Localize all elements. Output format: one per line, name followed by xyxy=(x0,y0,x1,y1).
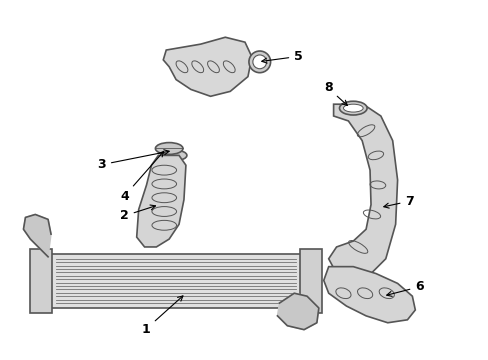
Text: 3: 3 xyxy=(97,150,169,171)
Ellipse shape xyxy=(339,101,366,115)
Polygon shape xyxy=(163,37,251,96)
Text: 1: 1 xyxy=(142,296,183,336)
Polygon shape xyxy=(137,156,185,247)
Text: 6: 6 xyxy=(386,280,423,296)
Ellipse shape xyxy=(155,143,183,154)
Polygon shape xyxy=(328,104,397,282)
FancyBboxPatch shape xyxy=(30,249,52,313)
Text: 5: 5 xyxy=(261,50,303,63)
Text: 7: 7 xyxy=(383,195,413,208)
Polygon shape xyxy=(323,267,414,323)
Ellipse shape xyxy=(343,104,363,112)
Text: 4: 4 xyxy=(120,152,163,203)
Ellipse shape xyxy=(252,55,266,69)
Text: 2: 2 xyxy=(120,205,155,222)
Ellipse shape xyxy=(165,150,186,160)
FancyBboxPatch shape xyxy=(300,249,321,313)
FancyBboxPatch shape xyxy=(48,254,304,308)
Polygon shape xyxy=(277,293,318,330)
Text: 8: 8 xyxy=(323,81,346,105)
Polygon shape xyxy=(23,215,51,257)
Ellipse shape xyxy=(248,51,270,73)
